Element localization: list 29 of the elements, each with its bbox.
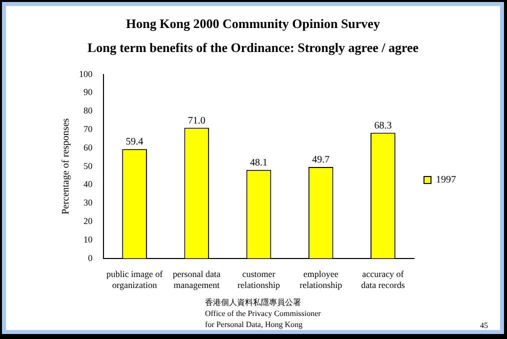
y-tick-label: 90 [84, 87, 93, 98]
text: 59.4 [126, 136, 144, 148]
y-tick-label: 70 [84, 124, 93, 134]
text: 香港個人資料私隱專員公署 [205, 298, 301, 307]
y-tick-label: 30 [84, 198, 93, 208]
text: 71.0 [188, 115, 206, 126]
text: 45 [480, 321, 488, 330]
y-tick-label: 10 [84, 234, 93, 244]
x-tick-label: public image of organization [106, 269, 163, 290]
y-axis-title: Percentage of responses [60, 118, 72, 214]
y-tick-label: 80 [84, 106, 93, 116]
text: 49.7 [312, 154, 330, 166]
text: 48.1 [250, 158, 268, 169]
y-tick-label: 0 [88, 252, 93, 263]
text: for Personal Data, Hong Kong [205, 320, 303, 329]
x-tick-label: accuracy of data records [361, 269, 406, 290]
y-tick-label: 40 [84, 179, 93, 190]
chart-title: Hong Kong 2000 Community Opinion Survey [125, 16, 381, 32]
legend-label: 1997 [436, 174, 456, 186]
x-tick-label: employee relationship [300, 269, 343, 290]
y-tick-label: 20 [84, 216, 93, 226]
x-tick-label: personal data management [172, 269, 221, 290]
chart-subtitle: Long term benefits of the Ordinance: Strongly agree / agree [86, 40, 420, 56]
text: Office of the Privacy Commissioner [205, 309, 321, 318]
text: 68.3 [374, 120, 392, 132]
y-tick-label: 100 [79, 68, 93, 79]
y-tick-label: 60 [84, 142, 93, 152]
y-tick-label: 50 [84, 160, 93, 171]
x-tick-label: customer relationship [238, 269, 280, 290]
